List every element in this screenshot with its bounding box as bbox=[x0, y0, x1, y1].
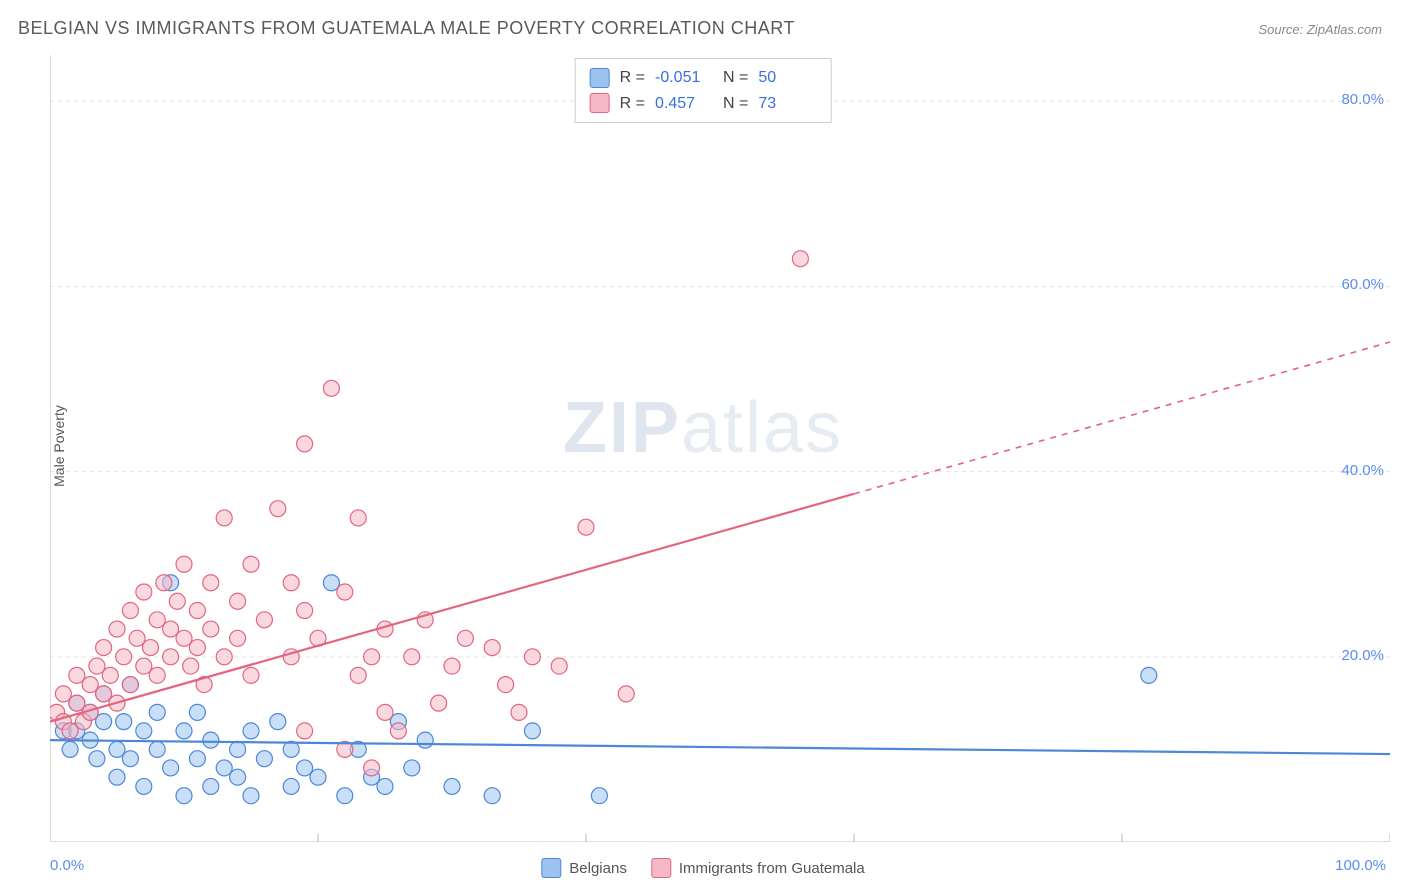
legend-bottom: Belgians Immigrants from Guatemala bbox=[541, 858, 864, 878]
correlation-box: R = -0.051 N = 50 R = 0.457 N = 73 bbox=[575, 58, 832, 123]
legend-swatch-belgians bbox=[541, 858, 561, 878]
r-label-2: R = bbox=[620, 91, 645, 117]
x-axis-min-label: 0.0% bbox=[50, 857, 84, 874]
n-label: N = bbox=[723, 65, 748, 91]
chart-container: BELGIAN VS IMMIGRANTS FROM GUATEMALA MAL… bbox=[0, 0, 1406, 892]
y-tick-label: 60.0% bbox=[1341, 276, 1384, 293]
source-name: ZipAtlas.com bbox=[1307, 22, 1382, 37]
corr-swatch-belgians bbox=[590, 68, 610, 88]
r-value-belgians: -0.051 bbox=[655, 65, 713, 91]
corr-row-belgians: R = -0.051 N = 50 bbox=[590, 65, 817, 91]
legend-swatch-guatemala bbox=[651, 858, 671, 878]
y-tick-label: 40.0% bbox=[1341, 462, 1384, 479]
legend-item-guatemala: Immigrants from Guatemala bbox=[651, 858, 865, 878]
y-tick-label: 20.0% bbox=[1341, 647, 1384, 664]
x-axis-max-label: 100.0% bbox=[1335, 857, 1386, 874]
legend-label-guatemala: Immigrants from Guatemala bbox=[679, 860, 865, 877]
scatter-plot-svg bbox=[50, 55, 1390, 842]
n-value-belgians: 50 bbox=[758, 65, 816, 91]
plot-area bbox=[50, 55, 1390, 842]
r-label: R = bbox=[620, 65, 645, 91]
corr-row-guatemala: R = 0.457 N = 73 bbox=[590, 91, 817, 117]
n-value-guatemala: 73 bbox=[758, 91, 816, 117]
corr-swatch-guatemala bbox=[590, 93, 610, 113]
r-value-guatemala: 0.457 bbox=[655, 91, 713, 117]
source-label: Source: bbox=[1258, 22, 1306, 37]
y-tick-label: 80.0% bbox=[1341, 91, 1384, 108]
n-label-2: N = bbox=[723, 91, 748, 117]
chart-title: BELGIAN VS IMMIGRANTS FROM GUATEMALA MAL… bbox=[18, 18, 795, 39]
source-attribution: Source: ZipAtlas.com bbox=[1258, 22, 1382, 37]
legend-label-belgians: Belgians bbox=[569, 860, 627, 877]
legend-item-belgians: Belgians bbox=[541, 858, 627, 878]
